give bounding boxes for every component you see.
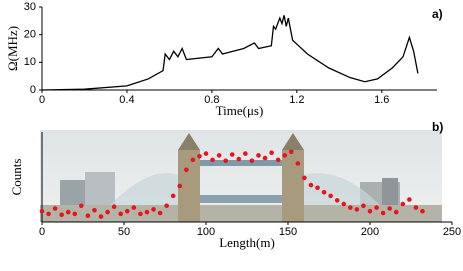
data-point [59,212,64,218]
data-point [321,190,327,195]
x-tick-label: 50 [118,226,130,238]
data-point [98,214,104,219]
data-point [177,183,183,189]
data-point [85,213,91,218]
data-point [334,198,340,203]
x-tick-label: 1.2 [289,94,304,106]
data-point [131,205,137,210]
data-point [275,157,281,163]
y-axis-label: Ω(MHz) [5,26,20,71]
data-point [39,208,45,214]
data-point [256,153,261,158]
data-point [157,210,163,216]
x-tick-label: 250 [443,226,461,238]
x-tick-label: 0.4 [119,94,134,106]
data-point [184,167,189,173]
data-point [393,209,399,215]
y-tick-label: 20 [24,29,36,41]
data-point [151,207,156,212]
y-tick-label: 0 [30,84,36,96]
data-point [413,205,419,210]
data-point [302,175,307,181]
panel-label: b) [432,120,443,134]
data-point [407,197,412,202]
data-point [105,209,110,215]
data-point [374,205,379,210]
data-point [46,211,51,217]
data-point [361,203,366,209]
data-point [164,203,169,209]
data-point [420,208,425,214]
data-point [400,201,406,207]
data-point [65,209,71,215]
data-point [203,151,209,156]
x-tick-label: 150 [279,226,297,238]
data-point [367,208,373,214]
y-axis-label: Counts [9,159,24,196]
data-point [111,204,117,209]
x-axis-label: Time(μs) [216,103,264,118]
data-point [341,201,347,207]
x-tick-label: 0 [39,226,45,238]
data-point [282,153,288,158]
data-point [210,157,215,163]
y-tick-label: 30 [24,1,36,13]
data-point [216,153,222,158]
data-point [229,152,235,157]
data-point [262,155,268,161]
data-point [197,154,202,159]
data-point [236,156,242,162]
data-point [92,208,97,213]
data-point [52,206,58,211]
data-point [190,157,196,163]
data-point [243,151,248,156]
x-tick-label: 1.6 [374,94,389,106]
data-point [170,193,176,199]
x-tick-label: 200 [361,226,379,238]
x-tick-label: 0 [39,94,45,106]
data-point [72,211,78,217]
data-point [138,211,143,217]
data-line [41,15,419,91]
photo-background [40,130,442,222]
data-point [387,206,392,211]
x-axis-label: Length(m) [219,235,275,250]
x-tick-label: 100 [197,226,215,238]
data-point [328,193,333,199]
data-point [380,210,386,216]
data-point [223,158,228,164]
data-point [354,207,360,212]
data-point [295,161,301,166]
data-point [288,149,294,155]
data-point [249,158,255,164]
data-point [348,205,353,210]
y-tick-label: 10 [24,56,36,68]
data-point [124,208,130,214]
data-point [118,211,124,217]
data-point [308,182,314,188]
data-point [79,203,84,209]
panel-label: a) [432,7,443,21]
x-tick-label: 0.8 [204,94,219,106]
data-point [315,185,320,191]
data-point [269,150,274,155]
data-point [144,209,150,215]
